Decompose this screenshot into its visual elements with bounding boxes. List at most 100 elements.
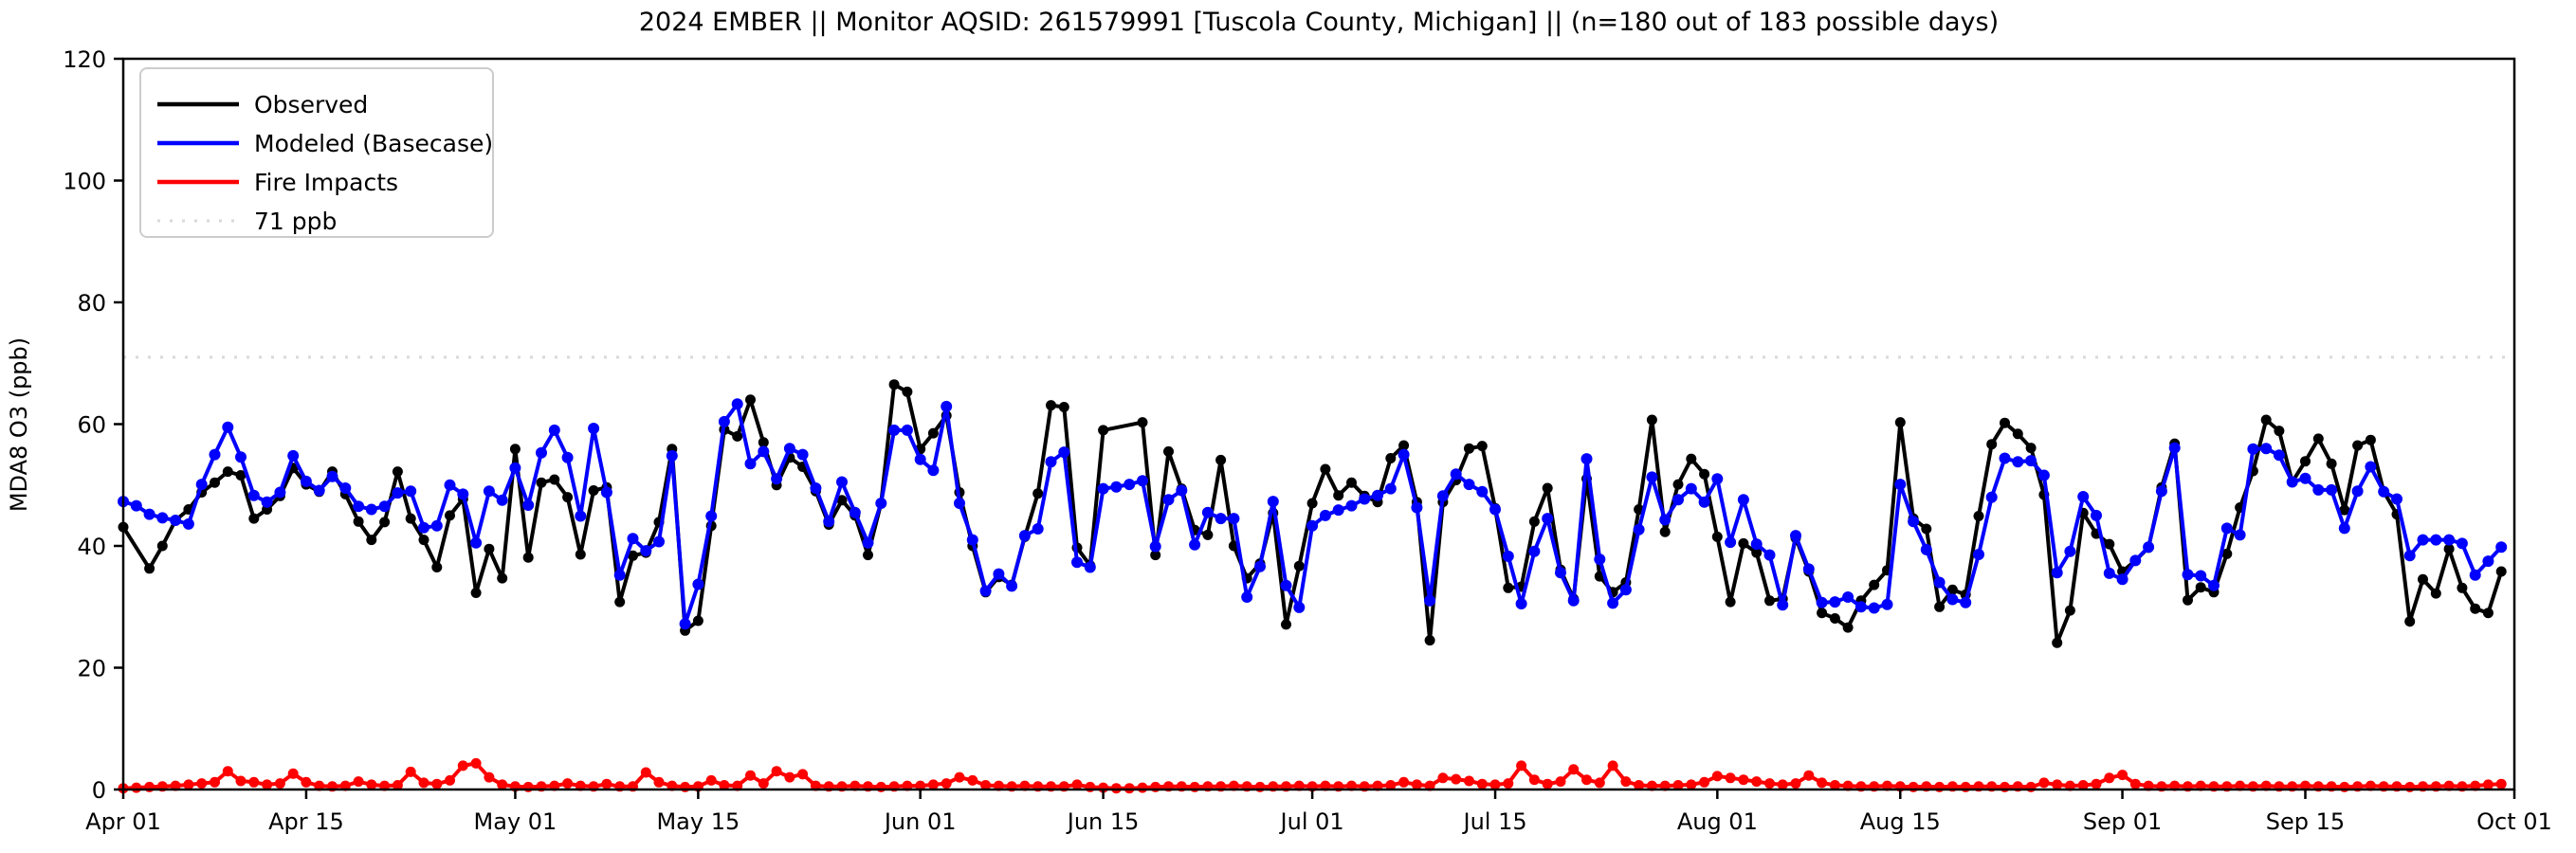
- legend-item-label: Fire Impacts: [254, 169, 398, 196]
- data-point: [836, 495, 848, 506]
- data-point: [744, 458, 757, 470]
- data-point: [1581, 774, 1592, 786]
- data-point: [888, 379, 900, 390]
- y-axis-label: MDA8 O3 (ppb): [6, 337, 32, 512]
- data-point: [1698, 496, 1710, 508]
- data-point: [353, 500, 365, 513]
- data-point: [2221, 548, 2233, 559]
- data-point: [941, 400, 953, 412]
- data-point: [1672, 780, 1684, 790]
- data-point: [353, 776, 364, 788]
- data-point: [627, 533, 639, 545]
- data-point: [613, 569, 626, 581]
- data-point: [1542, 513, 1554, 525]
- x-tick-label: Aug 15: [1860, 808, 1941, 835]
- data-point: [575, 549, 586, 560]
- data-point: [2312, 433, 2324, 445]
- data-point: [144, 563, 155, 574]
- data-point: [927, 779, 939, 790]
- data-point: [1149, 540, 1161, 553]
- data-point: [2417, 534, 2429, 546]
- data-point: [1542, 778, 1553, 789]
- data-point: [771, 766, 782, 777]
- data-point: [2351, 485, 2364, 498]
- data-point: [1555, 567, 1566, 579]
- y-tick-label: 80: [77, 290, 106, 317]
- data-point: [1464, 775, 1474, 787]
- data-point: [2430, 534, 2442, 546]
- data-point: [719, 780, 730, 790]
- data-point: [1659, 526, 1671, 537]
- data-point: [210, 776, 220, 788]
- data-point: [1817, 608, 1828, 619]
- data-point: [2091, 509, 2102, 521]
- legend-box: [139, 67, 494, 238]
- data-point: [1201, 506, 1214, 518]
- data-point: [2482, 608, 2494, 619]
- data-point: [732, 430, 743, 442]
- data-point: [1176, 484, 1188, 497]
- data-point: [1528, 774, 1540, 786]
- data-point: [156, 512, 169, 524]
- data-point: [2430, 588, 2441, 599]
- data-point: [1241, 591, 1253, 603]
- data-point: [1634, 780, 1645, 790]
- data-point: [2104, 772, 2115, 784]
- data-point: [2129, 554, 2142, 567]
- data-point: [941, 778, 952, 789]
- data-point: [731, 398, 743, 410]
- x-tick-label: Aug 01: [1677, 808, 1758, 835]
- data-point: [405, 485, 417, 498]
- data-point: [2234, 529, 2246, 541]
- axis-ticks: 0 20 40 60 80 100 120 Apr 01 Apr 15 May 01 May 15 J…: [63, 46, 2552, 835]
- data-point: [182, 517, 194, 530]
- data-point: [2091, 778, 2102, 789]
- data-point: [628, 550, 638, 561]
- data-point: [301, 776, 312, 788]
- data-point: [1711, 473, 1724, 485]
- data-point: [457, 760, 468, 771]
- data-point: [1777, 599, 1789, 611]
- data-point: [1594, 777, 1605, 789]
- data-point: [378, 500, 391, 513]
- data-point: [366, 779, 377, 790]
- data-point: [509, 444, 521, 455]
- data-point: [1150, 550, 1161, 561]
- data-point: [2064, 605, 2075, 616]
- data-point: [431, 778, 443, 789]
- plot-area: [118, 355, 2514, 794]
- data-point: [497, 779, 508, 790]
- data-point: [1267, 496, 1279, 508]
- data-point: [1580, 453, 1593, 465]
- x-tick-label: May 15: [656, 808, 740, 835]
- legend-item-label: Observed: [254, 91, 368, 118]
- data-point: [2077, 491, 2090, 502]
- data-point: [2208, 579, 2220, 591]
- data-point: [810, 482, 822, 494]
- data-point: [1619, 584, 1632, 596]
- data-point: [967, 774, 978, 786]
- data-point: [1424, 594, 1436, 607]
- data-point: [1699, 468, 1710, 480]
- data-point: [483, 485, 495, 498]
- data-point: [1385, 780, 1397, 790]
- data-point: [1436, 490, 1449, 502]
- data-point: [1476, 778, 1488, 789]
- data-point: [2495, 566, 2507, 577]
- data-point: [1829, 596, 1841, 608]
- data-point: [1215, 513, 1227, 525]
- data-point: [1254, 560, 1266, 572]
- data-point: [1163, 445, 1174, 457]
- data-point: [2338, 522, 2350, 535]
- data-point: [300, 475, 312, 487]
- data-point: [745, 770, 756, 781]
- data-point: [2182, 569, 2194, 581]
- data-point: [1319, 509, 1331, 521]
- data-point: [758, 445, 770, 458]
- data-point: [457, 488, 469, 500]
- legend: Observed Modeled (Basecase) Fire Impacts 71…: [139, 67, 494, 238]
- data-point: [1476, 485, 1489, 498]
- data-point: [1842, 622, 1854, 633]
- data-point: [549, 474, 560, 485]
